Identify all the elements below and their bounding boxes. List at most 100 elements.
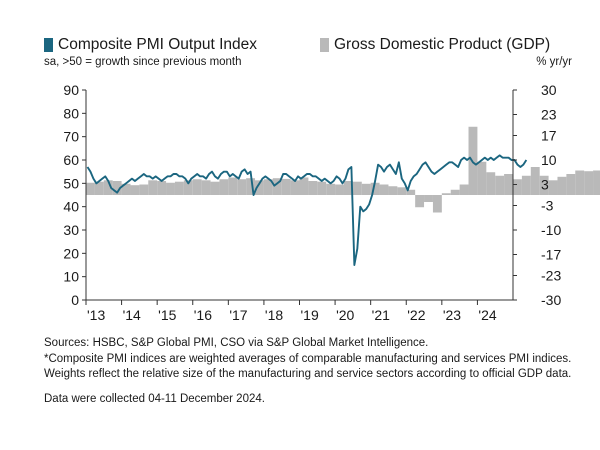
- gdp-bar: [548, 180, 558, 195]
- gdp-bar: [130, 185, 140, 195]
- gdp-bar: [521, 175, 531, 195]
- gdp-bar: [397, 187, 407, 195]
- gdp-bar: [103, 180, 113, 195]
- legend-pmi-label: Composite PMI Output Index: [58, 36, 258, 53]
- right-tick-label: -17: [541, 247, 561, 263]
- gdp-bar: [192, 179, 202, 195]
- gdp-bar: [477, 161, 487, 195]
- gdp-bar: [317, 181, 327, 195]
- gdp-bar: [432, 195, 442, 213]
- gdp-bar: [272, 178, 282, 195]
- gdp-bar: [290, 180, 300, 195]
- right-tick-label: -3: [541, 198, 554, 214]
- right-axis-subtitle: % yr/yr: [536, 56, 572, 68]
- gdp-bar: [121, 183, 131, 195]
- gdp-bar: [299, 177, 309, 195]
- gdp-bar: [86, 182, 95, 195]
- left-tick-label: 30: [63, 222, 79, 238]
- gdp-bar: [486, 172, 496, 195]
- footnote: *Composite PMI indices are weighted aver…: [44, 352, 572, 381]
- left-tick-label: 60: [63, 152, 79, 168]
- left-tick-label: 10: [63, 269, 79, 285]
- gdp-bar: [361, 183, 371, 195]
- left-tick-label: 20: [63, 245, 79, 261]
- gdp-bar: [112, 181, 122, 195]
- x-tick-label: '13: [87, 307, 105, 323]
- sources-note: Sources: HSBC, S&P Global PMI, CSO via S…: [44, 337, 429, 349]
- gdp-bar: [166, 182, 175, 195]
- gdp-bar: [326, 183, 336, 195]
- left-tick-label: 70: [63, 129, 79, 145]
- x-tick-label: '24: [478, 307, 496, 323]
- gdp-bar: [459, 184, 469, 195]
- gdp-bar: [281, 178, 291, 195]
- right-tick-label: 23: [541, 107, 557, 123]
- left-tick-label: 80: [63, 105, 79, 121]
- gdp-bar: [504, 174, 513, 195]
- right-tick-label: 30: [541, 82, 557, 98]
- gdp-bar: [424, 195, 433, 202]
- left-axis-subtitle: sa, >50 = growth since previous month: [44, 56, 242, 68]
- right-tick-label: -23: [541, 268, 561, 284]
- gdp-bar: [575, 170, 585, 195]
- gdp-bar: [593, 170, 600, 195]
- left-tick-label: 90: [63, 82, 79, 98]
- gdp-bar: [174, 181, 184, 195]
- gdp-bar: [237, 179, 247, 195]
- gdp-bar: [557, 176, 567, 195]
- gdp-bar: [228, 177, 238, 195]
- gdp-bar: [370, 182, 380, 195]
- right-tick-label: -10: [541, 222, 561, 238]
- gdp-bar: [352, 181, 362, 195]
- gdp-bar: [201, 180, 211, 195]
- gdp-bar: [566, 174, 576, 195]
- x-tick-label: '20: [336, 307, 354, 323]
- gdp-bar: [513, 179, 522, 195]
- right-tick-label: 3: [541, 177, 549, 193]
- gdp-bar: [343, 181, 353, 195]
- gdp-bar: [530, 167, 540, 195]
- gdp-bar: [379, 184, 389, 195]
- x-tick-label: '15: [158, 307, 176, 323]
- gdp-bar: [495, 175, 505, 195]
- gdp-bar: [246, 178, 256, 195]
- gdp-bar: [584, 171, 594, 195]
- x-tick-label: '19: [301, 307, 319, 323]
- legend-pmi-swatch: [44, 38, 53, 52]
- legend-gdp-label: Gross Domestic Product (GDP): [334, 36, 551, 53]
- gdp-bar: [255, 180, 264, 195]
- left-tick-label: 0: [71, 292, 79, 308]
- gdp-bar: [335, 184, 344, 195]
- gdp-bar: [308, 181, 318, 195]
- right-tick-label: 17: [541, 128, 557, 144]
- left-tick-label: 40: [63, 199, 79, 215]
- gdp-bar: [157, 181, 167, 195]
- gdp-bar: [415, 195, 425, 208]
- x-tick-label: '22: [407, 307, 425, 323]
- gdp-bar: [388, 186, 398, 195]
- gdp-bar: [406, 189, 416, 195]
- gdp-bar: [450, 189, 460, 195]
- gdp-bar: [94, 181, 104, 195]
- right-tick-label: -30: [541, 292, 561, 308]
- gdp-bar: [139, 184, 149, 195]
- legend: Composite PMI Output Index Gross Domesti…: [0, 36, 600, 56]
- gdp-bar: [210, 181, 220, 195]
- legend-gdp: Gross Domestic Product (GDP): [320, 36, 550, 54]
- x-tick-label: '23: [443, 307, 461, 323]
- x-tick-label: '16: [194, 307, 212, 323]
- x-tick-label: '17: [229, 307, 247, 323]
- gdp-bar: [539, 175, 549, 195]
- notes: Sources: HSBC, S&P Global PMI, CSO via S…: [44, 336, 584, 407]
- legend-pmi: Composite PMI Output Index: [44, 36, 257, 54]
- x-tick-label: '21: [372, 307, 390, 323]
- legend-gdp-swatch: [320, 38, 329, 52]
- left-tick-label: 50: [63, 175, 79, 191]
- gdp-bar: [148, 180, 158, 195]
- gdp-bar: [219, 179, 229, 195]
- x-tick-label: '18: [265, 307, 283, 323]
- collection-note: Data were collected 04-11 December 2024.: [44, 392, 265, 405]
- gdp-bar: [441, 193, 451, 195]
- gdp-bar: [263, 179, 273, 195]
